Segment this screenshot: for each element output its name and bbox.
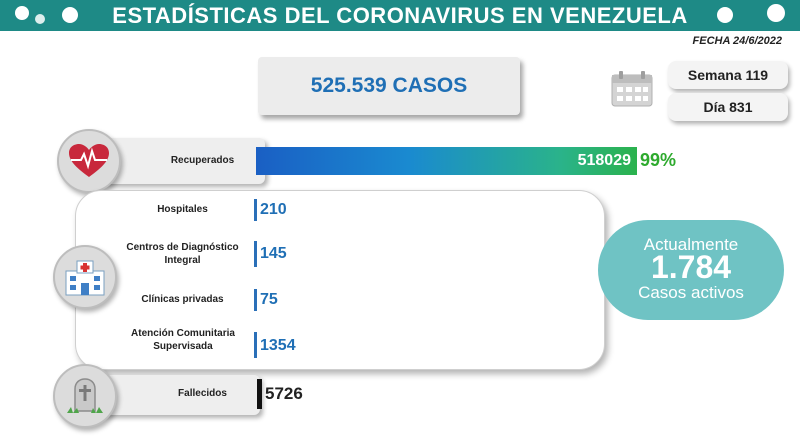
total-cases-box: 525.539 CASOS	[258, 57, 520, 115]
virus-icon	[767, 4, 785, 22]
day-label: Día 831	[703, 99, 753, 115]
acs-label: Atención Comunitaria Supervisada	[131, 328, 235, 352]
deceased-value: 5726	[265, 384, 303, 403]
report-date: FECHA 24/6/2022	[692, 35, 782, 47]
recovered-label: Recuperados	[170, 155, 235, 166]
active-cases-heading: Actualmente	[643, 235, 739, 254]
heart-pulse-icon	[57, 129, 121, 193]
hospitales-bar	[254, 199, 257, 221]
hospitalization-panel	[75, 190, 605, 370]
hospitales-label: Hospitales	[157, 204, 208, 215]
total-cases: 525.539 CASOS	[310, 74, 468, 97]
active-cases-bubble: Actualmente 1.784 Casos activos	[598, 220, 784, 320]
day-box: Día 831	[668, 93, 788, 121]
recovered-bar: 518029	[256, 147, 637, 175]
clinicas-value: 75	[260, 291, 278, 308]
virus-icon	[62, 7, 78, 23]
active-cases-number: 1.784	[650, 249, 732, 285]
cdi-value: 145	[260, 245, 287, 262]
acs-value: 1354	[260, 337, 296, 354]
recovered-value: 518029	[577, 152, 631, 169]
tombstone-icon	[53, 364, 117, 428]
hospital-icon	[53, 245, 117, 309]
clinicas-bar	[254, 289, 257, 311]
header-banner: ESTADÍSTICAS DEL CORONAVIRUS EN VENEZUEL…	[0, 0, 800, 31]
week-label: Semana 119	[687, 67, 769, 83]
deceased-bar	[257, 379, 262, 409]
active-cases-caption: Casos activos	[638, 283, 744, 302]
clinicas-label: Clínicas privadas	[141, 294, 224, 305]
acs-bar	[254, 332, 257, 358]
virus-icon	[717, 7, 733, 23]
recovered-percent: 99%	[640, 150, 677, 170]
deceased-label: Fallecidos	[178, 388, 227, 399]
cdi-label: Centros de Diagnóstico Integral	[126, 242, 239, 266]
cdi-bar	[254, 241, 257, 267]
calendar-icon	[611, 71, 653, 107]
hospitales-value: 210	[260, 201, 287, 218]
week-box: Semana 119	[668, 61, 788, 89]
page-title: ESTADÍSTICAS DEL CORONAVIRUS EN VENEZUEL…	[112, 2, 688, 28]
virus-icon	[15, 6, 45, 24]
